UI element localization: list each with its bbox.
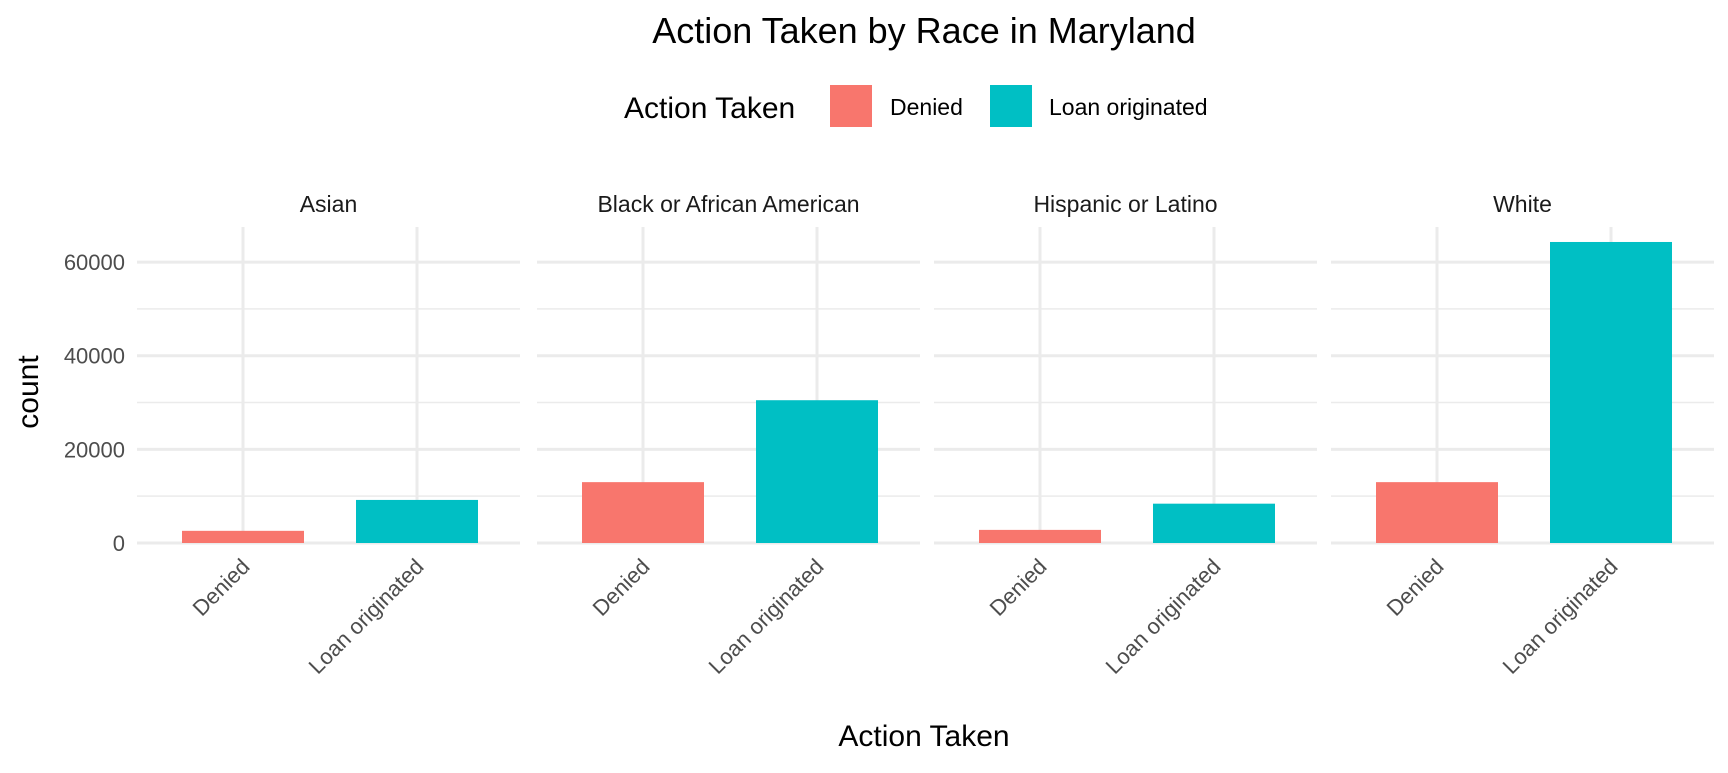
bar-loan-originated xyxy=(1550,241,1672,543)
bar-denied xyxy=(182,530,304,543)
facet-label: Asian xyxy=(300,191,358,217)
facet-label: Hispanic or Latino xyxy=(1033,191,1217,217)
bar-denied xyxy=(1376,482,1498,543)
legend-label: Denied xyxy=(890,94,963,120)
y-tick-label: 20000 xyxy=(64,437,125,462)
x-tick-label: Loan originated xyxy=(304,554,429,679)
x-tick-label: Denied xyxy=(985,554,1052,621)
x-tick-label: Loan originated xyxy=(704,554,829,679)
x-tick-label: Denied xyxy=(1382,554,1449,621)
x-tick-label: Denied xyxy=(188,554,255,621)
bar-loan-originated xyxy=(756,400,878,543)
y-tick-label: 0 xyxy=(113,531,125,556)
x-tick-label: Loan originated xyxy=(1101,554,1226,679)
y-tick-label: 40000 xyxy=(64,344,125,369)
legend-key-denied xyxy=(830,85,872,127)
bar-denied xyxy=(979,529,1101,543)
facet-label: White xyxy=(1493,191,1552,217)
bar-layer xyxy=(182,241,1672,543)
x-tick-label: Loan originated xyxy=(1498,554,1623,679)
bar-denied xyxy=(582,482,704,543)
x-axis-title: Action Taken xyxy=(838,720,1009,753)
legend-key-loan-originated xyxy=(990,85,1032,127)
legend-title: Action Taken xyxy=(624,92,795,125)
legend-label: Loan originated xyxy=(1049,94,1208,120)
chart-title: Action Taken by Race in Maryland xyxy=(652,10,1196,51)
facet-label: Black or African American xyxy=(597,191,859,217)
y-axis-title: count xyxy=(12,355,45,429)
bar-loan-originated xyxy=(356,499,478,543)
x-tick-label: Denied xyxy=(588,554,655,621)
legend: Action Taken Denied Loan originated xyxy=(624,85,1208,127)
bar-loan-originated xyxy=(1153,503,1275,543)
y-tick-label: 60000 xyxy=(64,250,125,275)
